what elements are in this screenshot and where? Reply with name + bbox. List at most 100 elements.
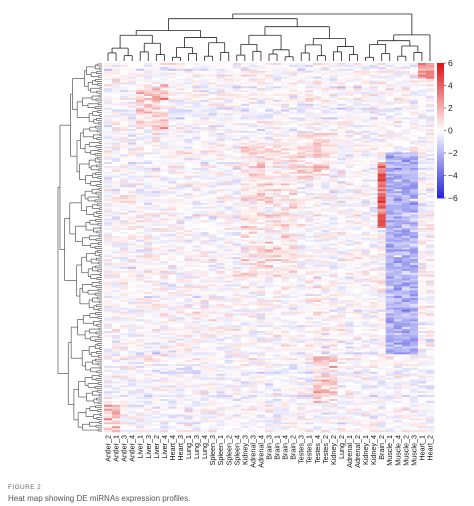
heatmap-cell: [289, 208, 298, 211]
heatmap-cell: [385, 185, 395, 188]
heatmap-cell: [353, 94, 362, 97]
heatmap-cell: [305, 138, 314, 141]
heatmap-cell: [192, 204, 201, 208]
heatmap-cell: [256, 249, 266, 252]
heatmap-cell: [200, 88, 209, 91]
heatmap-cell: [425, 175, 435, 178]
heatmap-cell: [329, 173, 338, 176]
heatmap-cell: [240, 74, 250, 77]
heatmap-cell: [136, 239, 145, 242]
heatmap-cell: [321, 202, 330, 206]
heatmap-cell: [305, 165, 314, 169]
heatmap-cell: [305, 282, 314, 285]
heatmap-cell: [120, 294, 129, 297]
heatmap-cell: [273, 263, 282, 266]
heatmap-cell: [305, 66, 314, 70]
heatmap-cell: [216, 76, 226, 79]
heatmap-cell: [377, 68, 387, 72]
heatmap-cell: [393, 282, 403, 285]
heatmap-cell: [369, 220, 378, 223]
heatmap-cell: [152, 214, 161, 217]
heatmap-cell: [289, 160, 298, 163]
heatmap-cell: [361, 197, 370, 200]
heatmap-cell: [313, 138, 322, 141]
heatmap-cell: [176, 208, 185, 211]
heatmap-cell: [281, 239, 290, 242]
heatmap-cell: [345, 156, 354, 159]
heatmap-cell: [136, 70, 145, 74]
heatmap-cell: [297, 206, 306, 209]
heatmap-cell: [152, 241, 161, 244]
heatmap-cell: [136, 177, 145, 180]
heatmap-cell: [240, 101, 250, 105]
heatmap-cell: [232, 142, 242, 145]
heatmap-cell: [224, 222, 234, 225]
heatmap-cell: [393, 233, 403, 237]
heatmap-cell: [281, 208, 290, 211]
heatmap-cell: [248, 173, 258, 176]
heatmap-cell: [361, 103, 370, 107]
heatmap-cell: [377, 96, 387, 99]
heatmap-cell: [329, 70, 338, 74]
heatmap-cell: [417, 125, 427, 128]
heatmap-cell: [192, 115, 201, 118]
heatmap-cell: [305, 76, 314, 79]
heatmap-cell: [144, 165, 153, 169]
heatmap-cell: [353, 239, 362, 242]
heatmap-cell: [313, 105, 322, 108]
heatmap-cell: [273, 181, 282, 184]
heatmap-cell: [353, 80, 362, 83]
heatmap-cell: [200, 247, 209, 250]
heatmap-cell: [128, 264, 137, 268]
heatmap-cell: [401, 257, 411, 260]
heatmap-cell: [248, 121, 258, 124]
heatmap-cell: [200, 167, 209, 171]
heatmap-cell: [232, 274, 242, 277]
heatmap-cell: [297, 175, 306, 178]
heatmap-cell: [297, 214, 306, 217]
heatmap-cell: [120, 177, 129, 180]
heatmap-cell: [240, 121, 250, 124]
heatmap-cell: [264, 173, 274, 176]
heatmap-cell: [313, 154, 322, 157]
heatmap-cell: [104, 249, 113, 252]
heatmap-cell: [305, 208, 314, 211]
heatmap-cell: [176, 76, 185, 79]
heatmap-cell: [313, 243, 322, 246]
heatmap-cell: [200, 160, 209, 163]
heatmap-cell: [128, 142, 137, 145]
heatmap-cell: [289, 290, 298, 293]
heatmap-cell: [248, 272, 258, 275]
heatmap-cell: [273, 160, 282, 163]
heatmap-cell: [208, 226, 217, 229]
heatmap-cell: [369, 230, 378, 233]
heatmap-cell: [417, 286, 427, 289]
heatmap-cell: [409, 138, 419, 141]
heatmap-cell: [256, 266, 266, 270]
heatmap-cell: [128, 224, 137, 227]
heatmap-cell: [128, 276, 137, 279]
heatmap-cell: [160, 111, 169, 114]
heatmap-cell: [208, 208, 217, 211]
heatmap-cell: [393, 154, 403, 157]
heatmap-cell: [184, 272, 193, 275]
heatmap-cell: [425, 288, 435, 291]
heatmap-cell: [176, 123, 185, 126]
heatmap-cell: [337, 286, 346, 289]
heatmap-cell: [385, 144, 395, 147]
heatmap-cell: [337, 270, 346, 274]
heatmap-cell: [289, 78, 298, 81]
heatmap-cell: [273, 253, 282, 256]
heatmap-cell: [120, 111, 129, 114]
heatmap-cell: [329, 171, 338, 174]
heatmap-cell: [112, 222, 121, 225]
heatmap-cell: [208, 115, 217, 118]
heatmap-cell: [208, 200, 217, 204]
heatmap-cell: [136, 96, 145, 99]
heatmap-cell: [297, 210, 306, 213]
heatmap-cell: [104, 70, 113, 74]
heatmap-cell: [120, 169, 129, 173]
heatmap-cell: [305, 233, 314, 237]
heatmap-cell: [240, 179, 250, 182]
heatmap-cell: [200, 117, 209, 120]
